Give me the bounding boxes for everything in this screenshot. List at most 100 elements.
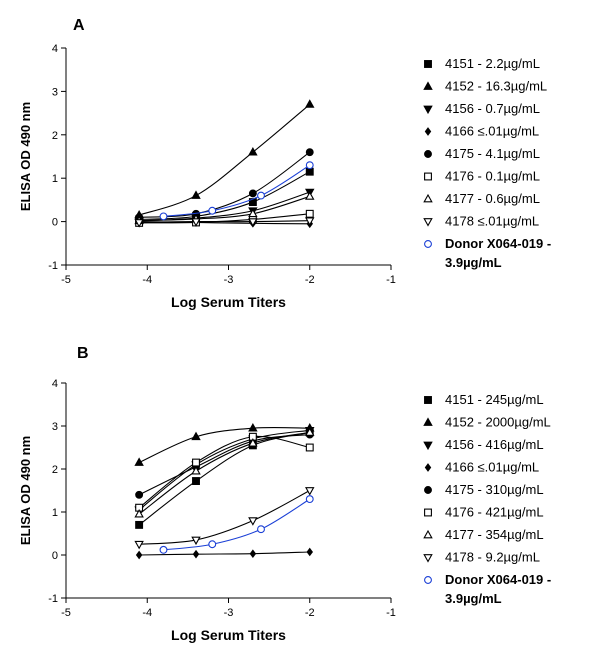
- series-line-9: [163, 498, 311, 551]
- data-point-series-8: [305, 487, 315, 496]
- legend-marker-1: [424, 396, 432, 404]
- series-line-1: [138, 431, 310, 526]
- y-tick-label: -1: [48, 260, 58, 272]
- legend-label-9: Donor X064-019 -3.9µg/mL: [445, 572, 551, 606]
- legend-label-4: 4166 ≤.01µg/mL: [445, 124, 539, 139]
- legend-marker-1: [424, 60, 432, 68]
- series-line-1: [139, 171, 311, 220]
- legend-label-3: 4156 - 0.7µg/mL: [445, 101, 540, 116]
- x-tick-label: -4: [142, 274, 152, 286]
- data-point-series-6: [305, 209, 314, 218]
- y-tick-label: 3: [52, 86, 58, 98]
- series-line-8: [139, 220, 310, 224]
- data-point-series-7: [191, 466, 201, 475]
- x-tick-label: -5: [61, 607, 71, 619]
- data-point-series-4: [192, 549, 200, 559]
- legend-marker-7: [423, 529, 433, 539]
- data-point-series-5: [135, 490, 144, 499]
- legend-label-6: 4176 - 421µg/mL: [445, 505, 544, 520]
- legend-marker-5: [424, 486, 432, 494]
- panel-a-letter: A: [73, 17, 85, 34]
- legend-marker-6: [424, 172, 432, 181]
- panel-a-legend: 4151 - 2.2µg/mL 4152 - 16.3µg/mL 4156 - 0.…: [423, 56, 551, 270]
- legend-marker-8: [423, 218, 433, 227]
- legend-label-3: 4156 - 416µg/mL: [445, 437, 544, 452]
- series-line-4: [139, 551, 310, 556]
- y-axis-label: ELISA OD 490 nm: [18, 102, 33, 211]
- legend-marker-2: [423, 417, 433, 426]
- data-point-series-2: [134, 457, 144, 466]
- panel-a-plot: -1 0 1 2 3 4 -5 -4 -3 -2 -1 Log Serum Titers ELISA O…: [18, 43, 396, 310]
- x-tick-label: -4: [142, 607, 152, 619]
- legend-marker-7: [423, 193, 433, 203]
- data-point-series-9: [257, 525, 265, 534]
- panel-b-legend: 4151 - 245µg/mL 4152 - 2000µg/mL 4156 - 41…: [423, 392, 551, 606]
- data-point-series-7: [305, 427, 315, 436]
- data-point-series-9: [257, 191, 265, 200]
- data-point-series-7: [248, 438, 258, 447]
- legend-label-8: 4178 - 9.2µg/mL: [445, 550, 540, 565]
- legend-label-7: 4177 - 354µg/mL: [445, 527, 544, 542]
- legend-label-5: 4175 - 310µg/mL: [445, 482, 544, 497]
- legend-label-6: 4176 - 0.1µg/mL: [445, 169, 540, 184]
- data-point-series-8: [248, 218, 258, 227]
- y-tick-label: 2: [52, 464, 58, 476]
- data-point-series-4: [306, 547, 313, 557]
- legend-marker-3: [423, 441, 433, 451]
- data-point-series-2: [191, 190, 201, 199]
- legend-marker-9: [424, 576, 432, 584]
- legend-label-4: 4166 ≤.01µg/mL: [445, 460, 539, 475]
- y-tick-label: 3: [52, 421, 58, 433]
- series-line-7: [138, 431, 310, 515]
- data-point-series-7: [248, 208, 258, 218]
- legend-label-8: 4178 ≤.01µg/mL: [445, 214, 539, 229]
- y-tick-label: -1: [48, 593, 58, 605]
- y-tick-label: 4: [52, 43, 58, 55]
- data-point-series-1: [305, 167, 314, 176]
- series-line-3: [138, 429, 310, 511]
- legend-marker-4: [424, 127, 432, 136]
- data-point-series-7: [305, 191, 315, 200]
- legend-label-5: 4175 - 4.1µg/mL: [445, 146, 540, 161]
- series-line-2: [138, 103, 311, 216]
- y-tick-label: 0: [52, 550, 58, 562]
- legend-marker-8: [423, 554, 433, 563]
- panel-b-letter: B: [77, 345, 89, 362]
- data-point-series-8: [248, 517, 258, 526]
- data-point-series-9: [208, 540, 217, 549]
- data-point-series-1: [192, 477, 200, 485]
- legend-label-1: 4151 - 245µg/mL: [445, 392, 544, 407]
- x-axis-label: Log Serum Titers: [171, 627, 286, 643]
- x-axis-label: Log Serum Titers: [171, 294, 286, 310]
- legend-label-1: 4151 - 2.2µg/mL: [445, 56, 540, 71]
- series-line-8: [139, 490, 311, 545]
- panel-a: A -1 0 1 2 3 4 -5 -4 -3 -2 -1 Log Serum Titers ELISA…: [18, 17, 551, 310]
- data-point-series-8: [191, 218, 201, 227]
- panel-b: B -1 0 1 2 3 4 -5 -4 -3 -2 -1 Log Serum Titers ELISA…: [18, 345, 551, 643]
- x-tick-label: -2: [305, 274, 315, 286]
- series-line-6: [138, 435, 310, 509]
- x-tick-label: -1: [386, 607, 396, 619]
- data-point-series-4: [135, 550, 143, 560]
- x-tick-label: -3: [224, 607, 234, 619]
- data-point-series-5: [305, 148, 314, 157]
- data-point-series-2: [305, 99, 315, 108]
- legend-marker-2: [423, 81, 433, 90]
- data-point-series-2: [191, 431, 201, 441]
- data-point-series-2: [248, 147, 258, 156]
- data-point-series-9: [159, 212, 168, 221]
- data-point-series-8: [134, 219, 144, 228]
- data-point-series-5: [248, 189, 257, 198]
- panel-b-plot: -1 0 1 2 3 4 -5 -4 -3 -2 -1 Log Serum Titers ELISA O…: [18, 378, 396, 643]
- data-point-series-4: [249, 549, 257, 559]
- y-tick-label: 1: [52, 173, 58, 185]
- data-point-series-9: [305, 161, 314, 170]
- legend-label-2: 4152 - 2000µg/mL: [445, 415, 551, 430]
- data-point-series-9: [159, 545, 168, 554]
- data-point-series-7: [134, 509, 144, 518]
- series-line-9: [163, 164, 311, 217]
- data-point-series-6: [192, 458, 200, 467]
- y-tick-label: 4: [52, 378, 58, 390]
- legend-label-9: Donor X064-019 -3.9µg/mL: [445, 236, 551, 270]
